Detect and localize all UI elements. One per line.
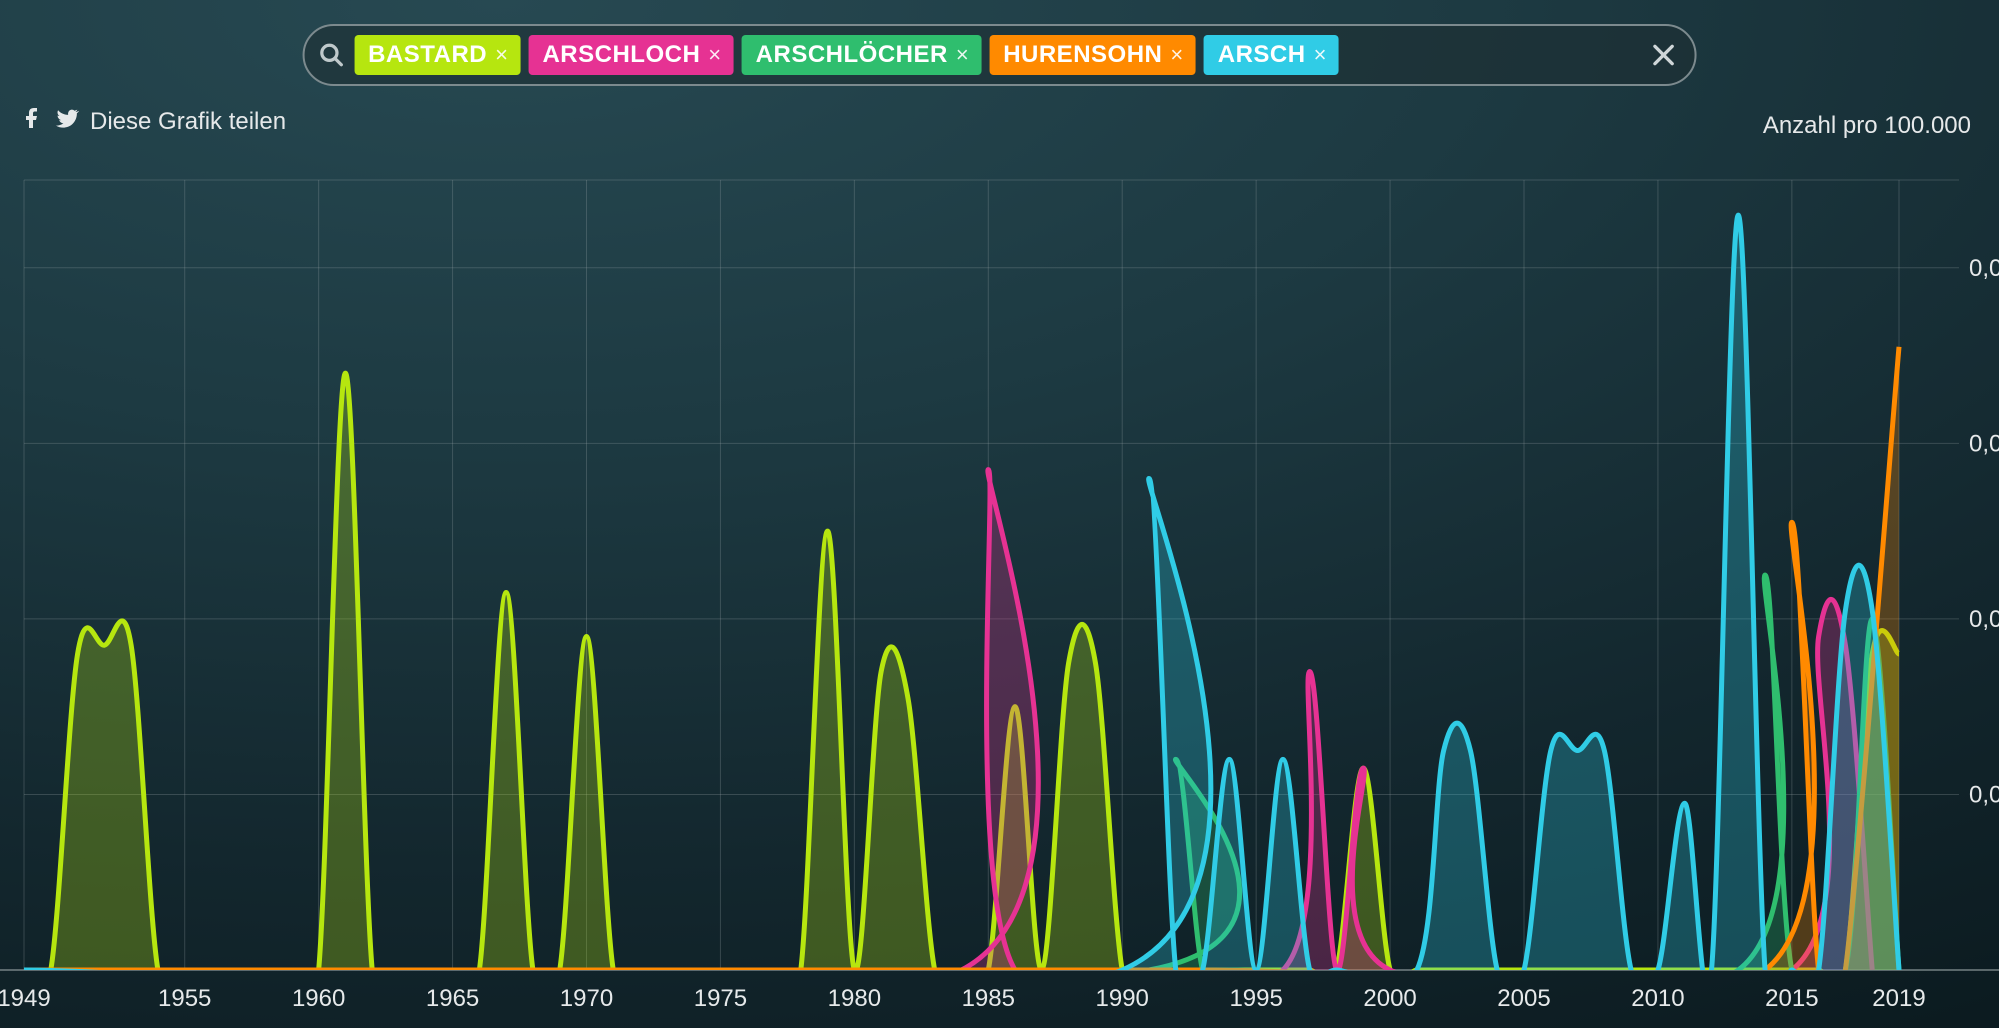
search-term-chip[interactable]: ARSCHLÖCHER ×	[742, 35, 982, 75]
chip-label: ARSCH	[1218, 41, 1306, 69]
chip-label: BASTARD	[368, 41, 487, 69]
x-tick-label: 1990	[1096, 985, 1149, 1012]
search-chips: BASTARD × ARSCHLOCH × ARSCHLÖCHER × HURENSOHN ×…	[354, 35, 1339, 75]
x-tick-label: 1965	[426, 985, 479, 1012]
share-label: Diese Grafik teilen	[90, 108, 286, 136]
line-chart: 1949 1955 1960 1965 1970 1975 1980 1985 1990 1995…	[0, 160, 1999, 1028]
search-bar[interactable]: BASTARD × ARSCHLOCH × ARSCHLÖCHER × HURENSOHN ×…	[302, 24, 1697, 86]
y-tick-label: 0,04	[1969, 606, 1999, 633]
search-term-chip[interactable]: BASTARD ×	[354, 35, 520, 75]
clear-all-button[interactable]	[1651, 42, 1677, 68]
x-tick-label: 1970	[560, 985, 613, 1012]
chip-remove-icon[interactable]: ×	[495, 44, 508, 66]
x-tick-label: 2015	[1765, 985, 1818, 1012]
x-tick-label: 2005	[1497, 985, 1550, 1012]
y-axis-title: Anzahl pro 100.000	[1763, 112, 1971, 140]
chart-container: 1949 1955 1960 1965 1970 1975 1980 1985 1990 1995…	[0, 160, 1999, 1028]
search-term-chip[interactable]: ARSCH ×	[1204, 35, 1339, 75]
x-tick-label: 1995	[1229, 985, 1282, 1012]
app-root: BASTARD × ARSCHLOCH × ARSCHLÖCHER × HURENSOHN ×…	[0, 0, 1999, 1028]
facebook-icon[interactable]	[20, 106, 44, 137]
chip-label: ARSCHLOCH	[542, 41, 700, 69]
y-tick-label: 0,08	[1969, 255, 1999, 282]
y-tick-label: 0,06	[1969, 430, 1999, 457]
search-icon	[318, 42, 344, 68]
chip-label: ARSCHLÖCHER	[756, 41, 948, 69]
x-tick-label: 1980	[828, 985, 881, 1012]
x-tick-label: 1955	[158, 985, 211, 1012]
search-term-chip[interactable]: ARSCHLOCH ×	[528, 35, 733, 75]
share-row: Diese Grafik teilen	[20, 105, 286, 138]
twitter-icon[interactable]	[54, 105, 80, 138]
chip-remove-icon[interactable]: ×	[1314, 44, 1327, 66]
series-area	[24, 215, 1899, 1026]
search-term-chip[interactable]: HURENSOHN ×	[989, 35, 1196, 75]
chip-label: HURENSOHN	[1003, 41, 1162, 69]
x-tick-label: 2019	[1872, 985, 1925, 1012]
chip-remove-icon[interactable]: ×	[956, 44, 969, 66]
y-tick-label: 0,02	[1969, 781, 1999, 808]
x-tick-label: 2000	[1363, 985, 1416, 1012]
x-tick-label: 1975	[694, 985, 747, 1012]
chip-remove-icon[interactable]: ×	[708, 44, 721, 66]
search-input[interactable]	[1349, 34, 1641, 76]
x-tick-label: 2010	[1631, 985, 1684, 1012]
x-tick-label: 1985	[962, 985, 1015, 1012]
x-tick-label: 1960	[292, 985, 345, 1012]
chart-series	[24, 215, 1899, 1028]
chip-remove-icon[interactable]: ×	[1170, 44, 1183, 66]
x-tick-label: 1949	[0, 985, 51, 1012]
